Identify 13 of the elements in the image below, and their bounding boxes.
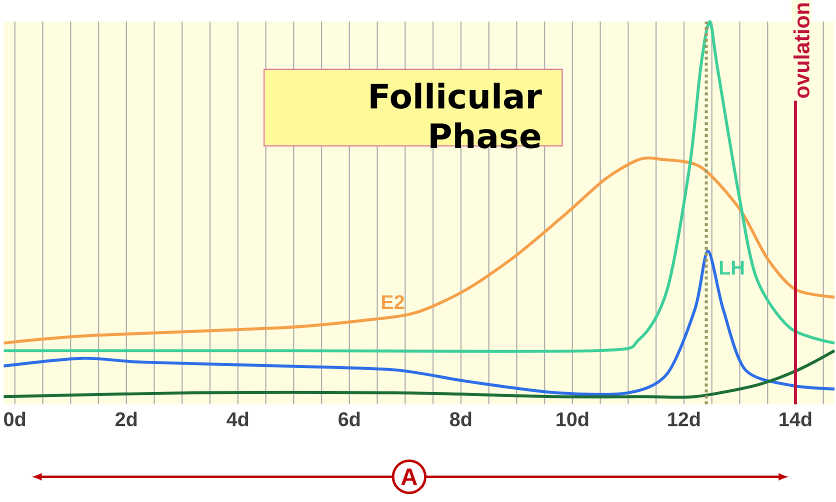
x-tick-label: 14d [780, 412, 812, 426]
annotation: Follicular Phase [370, 82, 542, 149]
text: A [401, 468, 418, 486]
x-tick-label: 6d [338, 412, 360, 426]
x-tick-label: 10d [556, 412, 588, 426]
series-label: LH [720, 261, 744, 275]
x-tick-label: 4d [226, 412, 248, 426]
x-tick-label: 0d [4, 412, 26, 426]
series-label: E2 [382, 295, 404, 310]
x-tick-label: 8d [450, 412, 472, 426]
x-tick-label: 2d [116, 412, 137, 426]
ref-line-label: ovulation [793, 3, 810, 98]
x-tick-label: 12d [668, 412, 700, 426]
